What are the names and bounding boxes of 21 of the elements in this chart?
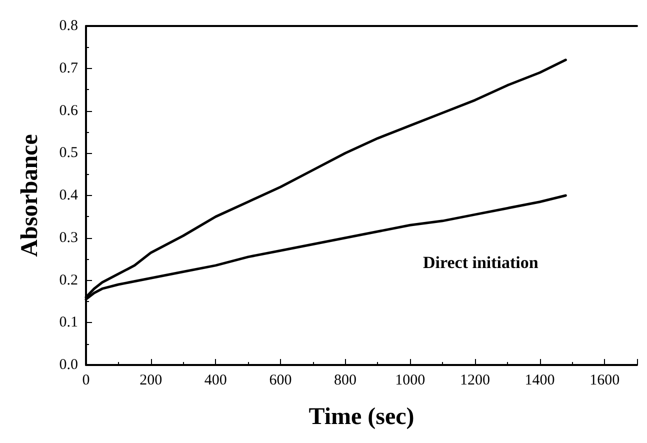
y-tick-label: 0.5 [59, 145, 78, 162]
x-tick-label: 0 [82, 372, 90, 388]
x-tick-label: 800 [334, 372, 357, 388]
y-tick-label: 0.6 [59, 102, 78, 119]
x-tick-label: 200 [140, 372, 162, 388]
x-tick-label: 400 [204, 372, 227, 388]
annotation: Direct initiation [423, 253, 539, 272]
x-tick-label: 1000 [395, 372, 426, 388]
y-tick-label: 0.7 [59, 60, 78, 76]
y-tick-label: 0.2 [59, 272, 78, 288]
y-tick-label: 0.3 [59, 230, 78, 246]
x-tick-label: 1400 [524, 372, 555, 388]
y-axis-title: Absorbance [17, 134, 43, 257]
x-tick-label: 600 [269, 372, 292, 388]
y-tick-label: 0.4 [59, 188, 78, 204]
x-axis-title: Time (sec) [308, 404, 414, 430]
x-tick-label: 1600 [590, 372, 620, 388]
y-tick-label: 0.0 [59, 357, 78, 373]
x-tick-label: 1200 [460, 372, 490, 388]
y-tick-label: 0.8 [59, 18, 78, 34]
y-tick-label: 0.1 [59, 314, 78, 331]
